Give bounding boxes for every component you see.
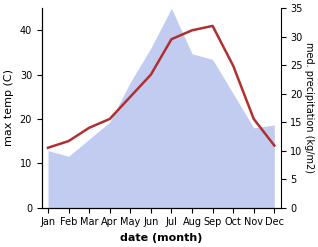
X-axis label: date (month): date (month) bbox=[120, 233, 202, 243]
Y-axis label: max temp (C): max temp (C) bbox=[4, 69, 14, 146]
Y-axis label: med. precipitation (kg/m2): med. precipitation (kg/m2) bbox=[304, 42, 314, 173]
